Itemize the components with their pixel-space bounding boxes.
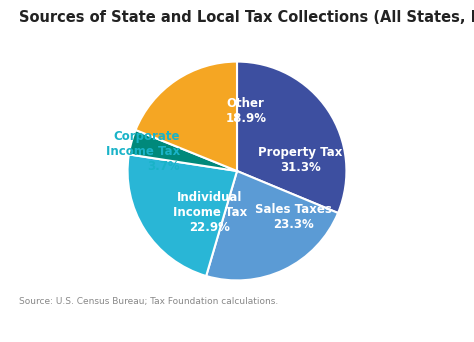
Wedge shape [206,171,338,280]
Text: Sales Taxes
23.3%: Sales Taxes 23.3% [255,203,332,231]
Wedge shape [128,154,237,276]
Text: Source: U.S. Census Bureau; Tax Foundation calculations.: Source: U.S. Census Bureau; Tax Foundati… [19,297,278,306]
Text: Other
18.9%: Other 18.9% [225,97,266,125]
Text: Property Tax
31.3%: Property Tax 31.3% [258,146,343,174]
Text: @TaxFoundation: @TaxFoundation [368,323,460,332]
Text: Sources of State and Local Tax Collections (All States, FY 2014): Sources of State and Local Tax Collectio… [19,10,474,25]
Text: Corporate
Income Tax
3.7%: Corporate Income Tax 3.7% [106,130,180,173]
Wedge shape [136,62,237,171]
Wedge shape [237,62,346,213]
Text: Individual
Income Tax
22.9%: Individual Income Tax 22.9% [173,191,247,234]
Wedge shape [129,130,237,171]
Text: TAX FOUNDATION: TAX FOUNDATION [14,323,125,332]
